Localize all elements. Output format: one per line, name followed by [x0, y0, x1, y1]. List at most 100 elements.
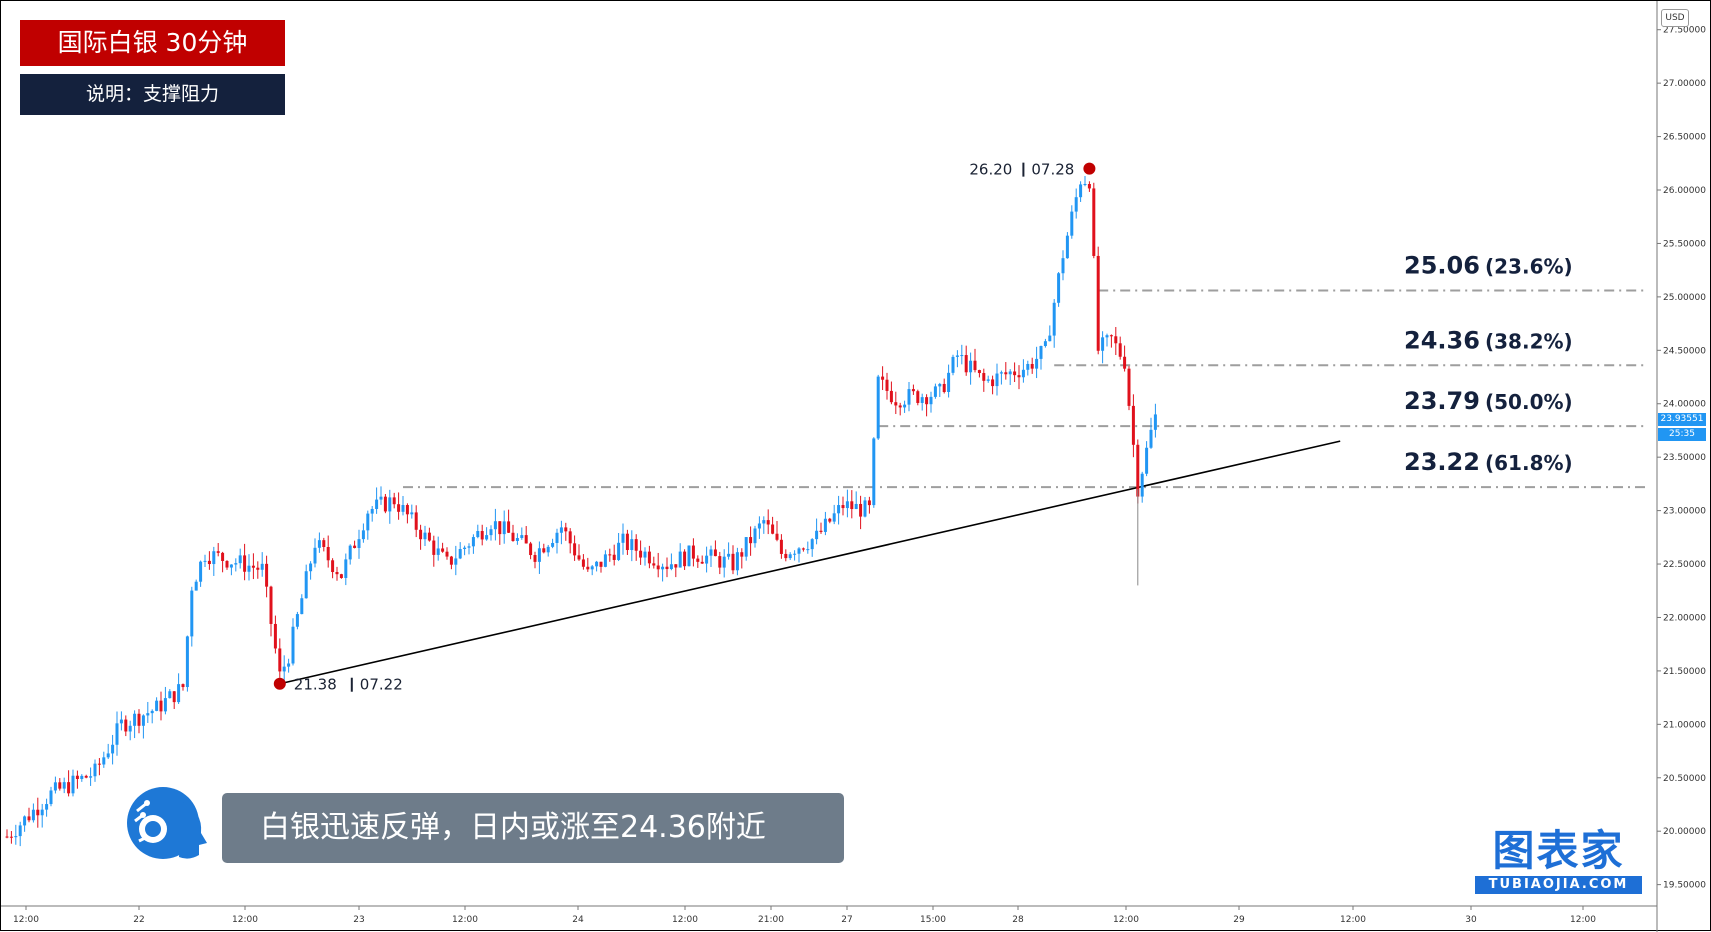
- x-tick-label: 15:00: [920, 915, 946, 925]
- candle-body: [797, 548, 801, 554]
- candle-body: [419, 529, 423, 540]
- fib-level-price: 23.22: [1404, 448, 1480, 476]
- candle-body: [766, 520, 770, 525]
- candle-body: [58, 782, 62, 789]
- candle-body: [181, 684, 185, 688]
- candle-body: [150, 710, 154, 714]
- candle-body: [665, 566, 669, 570]
- candle-body: [313, 547, 317, 564]
- candle-body: [467, 546, 471, 548]
- candle-body: [920, 397, 924, 403]
- candle-body: [485, 535, 489, 540]
- candle-body: [779, 539, 783, 554]
- candle-body: [639, 550, 643, 558]
- candle-body: [520, 535, 524, 539]
- candle-body: [441, 548, 445, 552]
- candle-body: [964, 355, 968, 373]
- candle-body: [414, 512, 418, 530]
- candle-body: [925, 397, 929, 405]
- y-tick-label: 26.00000: [1663, 186, 1706, 196]
- candle-body: [507, 521, 511, 533]
- candle-body: [832, 513, 836, 522]
- candle-body: [933, 386, 937, 397]
- candle-body: [410, 512, 414, 515]
- candle-body: [938, 383, 942, 387]
- candle-body: [84, 775, 88, 778]
- candle-body: [199, 561, 203, 582]
- bar-countdown-label: 25:35: [1658, 428, 1706, 441]
- candle-body: [111, 744, 115, 754]
- candle-body: [823, 518, 827, 532]
- candle-body: [383, 496, 387, 512]
- candle-body: [705, 555, 709, 564]
- candle-body: [71, 775, 75, 794]
- candle-body: [903, 404, 907, 408]
- candle-body: [1052, 302, 1056, 336]
- candle-body: [1127, 368, 1131, 406]
- candle-body: [238, 555, 242, 564]
- candle-body: [995, 373, 999, 387]
- candle-body: [744, 537, 748, 557]
- candle-body: [273, 623, 277, 649]
- candle-body: [669, 564, 673, 570]
- caption-banner: 白银迅速反弹，日内或涨至24.36附近: [222, 793, 844, 863]
- candle-body: [801, 548, 805, 550]
- y-tick-label: 24.50000: [1663, 346, 1706, 356]
- candle-body: [1057, 273, 1061, 303]
- candle-body: [216, 551, 220, 553]
- candle-body: [546, 546, 550, 553]
- candle-body: [370, 508, 374, 514]
- candle-body: [1039, 346, 1043, 359]
- candle-body: [1096, 255, 1100, 351]
- candle-body: [339, 574, 343, 578]
- candle-body: [709, 549, 713, 556]
- candle-body: [590, 566, 594, 570]
- y-tick-label: 21.00000: [1663, 720, 1706, 730]
- candle-body: [14, 836, 18, 838]
- candle-body: [599, 561, 603, 567]
- trendline-layer: [279, 440, 1341, 685]
- candle-body: [564, 527, 568, 532]
- candle-body: [727, 553, 731, 557]
- candle-body: [1008, 371, 1012, 375]
- candle-body: [894, 402, 898, 406]
- fib-level-pct: (23.6%): [1485, 254, 1573, 278]
- candle-body: [854, 503, 858, 510]
- candle-body: [379, 496, 383, 500]
- currency-button[interactable]: USD: [1661, 9, 1689, 27]
- candle-body: [18, 825, 22, 837]
- candle-body: [916, 391, 920, 403]
- candle-body: [357, 539, 361, 548]
- candle-body: [322, 540, 326, 547]
- candle-body: [881, 376, 885, 380]
- candle-body: [617, 542, 621, 560]
- fib-level-price: 24.36: [1404, 326, 1480, 354]
- candle-body: [282, 666, 286, 672]
- candle-body: [203, 560, 207, 562]
- candle-body: [529, 543, 533, 556]
- candle-body: [392, 497, 396, 505]
- candle-body: [634, 539, 638, 551]
- candle-body: [577, 555, 581, 560]
- candle-body: [476, 531, 480, 538]
- last-price-label: 23.93551: [1658, 413, 1706, 426]
- candle-body: [27, 816, 31, 821]
- candle-body: [225, 560, 229, 568]
- candle-body: [555, 532, 559, 543]
- y-tick-label: 20.50000: [1663, 774, 1706, 784]
- candle-body: [625, 533, 629, 551]
- candle-body: [863, 500, 867, 517]
- candle-body: [502, 521, 506, 535]
- candle-body: [1013, 371, 1017, 376]
- candle-body: [172, 691, 176, 703]
- candle-body: [1061, 258, 1065, 274]
- candle-body: [260, 563, 264, 570]
- candle-body: [1149, 429, 1153, 448]
- candle-body: [661, 566, 665, 570]
- candle-body: [1123, 356, 1127, 369]
- candle-body: [1118, 343, 1122, 357]
- fib-level-price: 23.79: [1404, 387, 1480, 415]
- candle-body: [163, 698, 167, 712]
- candle-body: [793, 553, 797, 555]
